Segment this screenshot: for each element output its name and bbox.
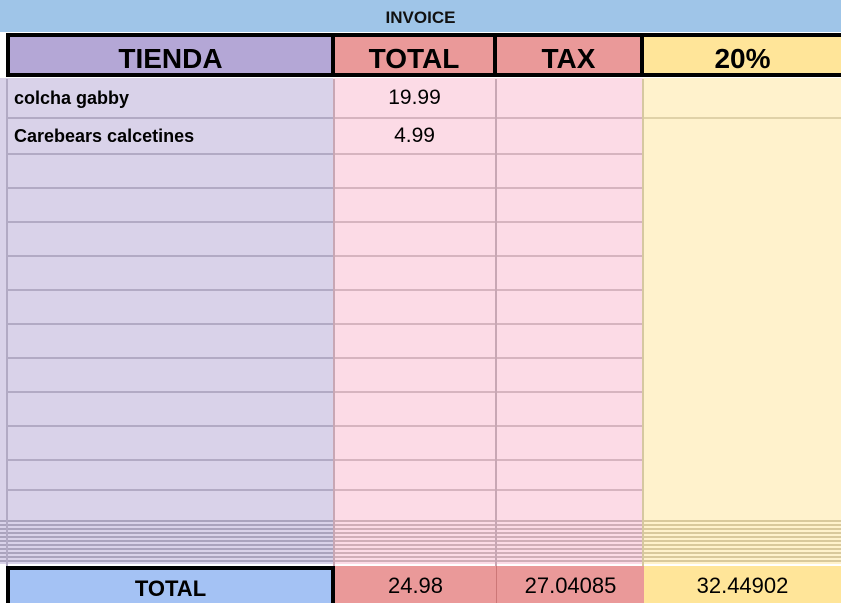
- collapsed-row-line: [643, 560, 841, 562]
- row-divider: [333, 391, 643, 393]
- row-divider: [333, 425, 643, 427]
- collapsed-row-line: [643, 556, 841, 558]
- totals-total[interactable]: 24.98: [335, 566, 497, 603]
- collapsed-row-line: [643, 520, 841, 522]
- header-total[interactable]: TOTAL: [335, 33, 497, 77]
- item-total-cell[interactable]: 19.99: [388, 86, 441, 109]
- collapsed-row-line: [0, 548, 333, 550]
- row-divider: [6, 153, 333, 155]
- collapsed-row-line: [0, 552, 333, 554]
- collapsed-row-line: [0, 536, 333, 538]
- collapsed-row-line: [643, 540, 841, 542]
- collapsed-row-line: [0, 556, 333, 558]
- row-divider: [6, 187, 333, 189]
- row-divider: [6, 221, 333, 223]
- col-divider: [6, 79, 8, 566]
- collapsed-row-line: [0, 544, 333, 546]
- collapsed-row-line: [643, 552, 841, 554]
- header-pct[interactable]: 20%: [644, 33, 841, 77]
- header-tax[interactable]: TAX: [497, 33, 644, 77]
- collapsed-row-line: [0, 528, 333, 530]
- row-divider: [333, 459, 643, 461]
- collapsed-row-line: [0, 524, 333, 526]
- collapsed-row-line: [333, 556, 643, 558]
- collapsed-row-line: [643, 532, 841, 534]
- row-divider: [333, 357, 643, 359]
- collapsed-row-line: [333, 524, 643, 526]
- collapsed-row-line: [333, 560, 643, 562]
- row-divider: [333, 323, 643, 325]
- col-divider: [333, 79, 335, 566]
- col-divider: [642, 79, 644, 566]
- row-divider: [6, 459, 333, 461]
- collapsed-row-line: [0, 520, 333, 522]
- row-divider: [6, 425, 333, 427]
- pct-column: [643, 78, 841, 564]
- collapsed-row-line: [0, 532, 333, 534]
- row-divider: [6, 323, 333, 325]
- row-divider: [333, 187, 643, 189]
- collapsed-row-line: [333, 528, 643, 530]
- row-divider: [643, 117, 841, 119]
- collapsed-row-line: [333, 520, 643, 522]
- row-divider: [333, 117, 643, 119]
- item-store-cell[interactable]: colcha gabby: [14, 88, 130, 108]
- row-divider: [6, 357, 333, 359]
- col-divider: [495, 79, 497, 566]
- collapsed-row-line: [0, 560, 333, 562]
- row-divider: [6, 117, 333, 119]
- row-divider: [6, 289, 333, 291]
- invoice-title: INVOICE: [0, 0, 841, 32]
- row-divider: [333, 289, 643, 291]
- collapsed-row-line: [333, 532, 643, 534]
- collapsed-row-line: [643, 524, 841, 526]
- collapsed-row-line: [0, 540, 333, 542]
- collapsed-row-line: [333, 544, 643, 546]
- collapsed-row-line: [333, 552, 643, 554]
- collapsed-row-line: [333, 540, 643, 542]
- header-tienda[interactable]: TIENDA: [6, 33, 335, 77]
- totals-label[interactable]: TOTAL: [6, 566, 335, 603]
- item-total-cell[interactable]: 4.99: [394, 124, 435, 147]
- total-column: [333, 78, 496, 564]
- tax-column: [496, 78, 643, 564]
- collapsed-row-line: [333, 548, 643, 550]
- store-column: [0, 78, 333, 564]
- row-divider: [333, 153, 643, 155]
- row-divider: [333, 255, 643, 257]
- collapsed-row-line: [333, 536, 643, 538]
- collapsed-row-line: [643, 528, 841, 530]
- row-divider: [6, 255, 333, 257]
- row-divider: [333, 221, 643, 223]
- collapsed-row-line: [643, 544, 841, 546]
- item-store-cell[interactable]: Carebears calcetines: [14, 126, 195, 146]
- collapsed-row-line: [643, 536, 841, 538]
- row-divider: [6, 391, 333, 393]
- collapsed-row-line: [643, 548, 841, 550]
- totals-pct[interactable]: 32.44902: [644, 566, 841, 603]
- row-divider: [333, 489, 643, 491]
- totals-tax[interactable]: 27.04085: [497, 566, 644, 603]
- row-divider: [6, 489, 333, 491]
